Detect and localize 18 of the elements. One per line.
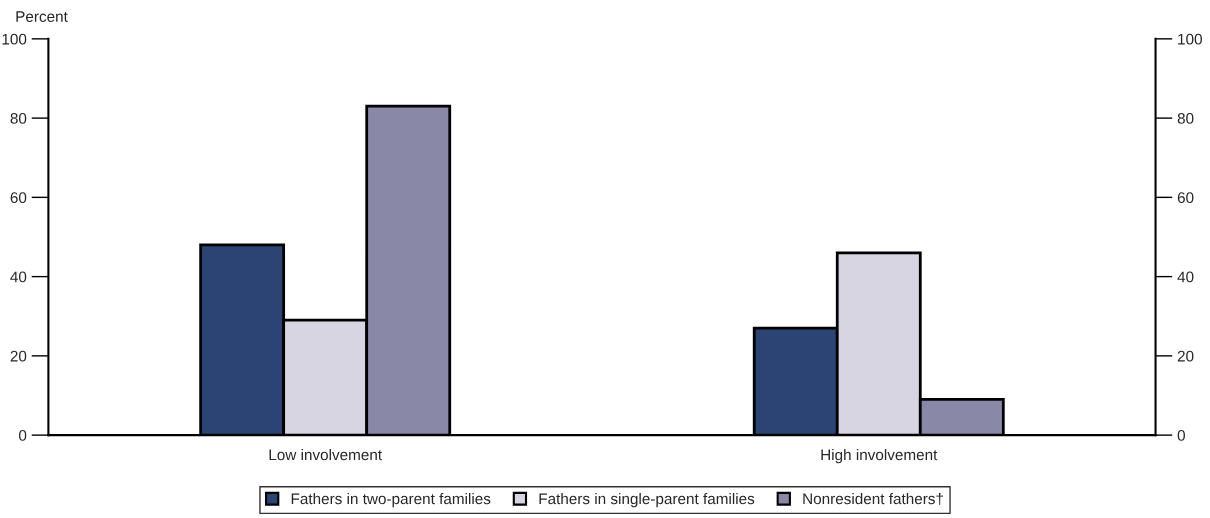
legend-label: Nonresident fathers†: [803, 492, 943, 506]
y2-tick-label: 20: [1177, 350, 1194, 362]
y-axis-title: Percent: [16, 11, 68, 22]
y2-tick-label: 40: [1177, 271, 1194, 283]
legend-label: Fathers in two-parent families: [291, 492, 491, 508]
y2-tick-label: 60: [1177, 192, 1194, 204]
y-tick-label: 80: [10, 112, 27, 124]
y-tick-label: 40: [10, 271, 27, 283]
y-tick-label: 0: [18, 429, 27, 441]
x-tick-label: Low involvement: [269, 449, 382, 461]
y-tick-label: 100: [2, 33, 27, 45]
y-tick-label: 60: [10, 192, 27, 204]
y2-tick-label: 80: [1177, 112, 1194, 124]
y2-tick-label: 100: [1178, 33, 1202, 45]
y-tick-label: 20: [10, 350, 27, 362]
y2-tick-label: 0: [1177, 429, 1185, 441]
legend-label: Fathers in single-parent families: [539, 492, 755, 508]
x-tick-label: High involvement: [821, 449, 938, 464]
